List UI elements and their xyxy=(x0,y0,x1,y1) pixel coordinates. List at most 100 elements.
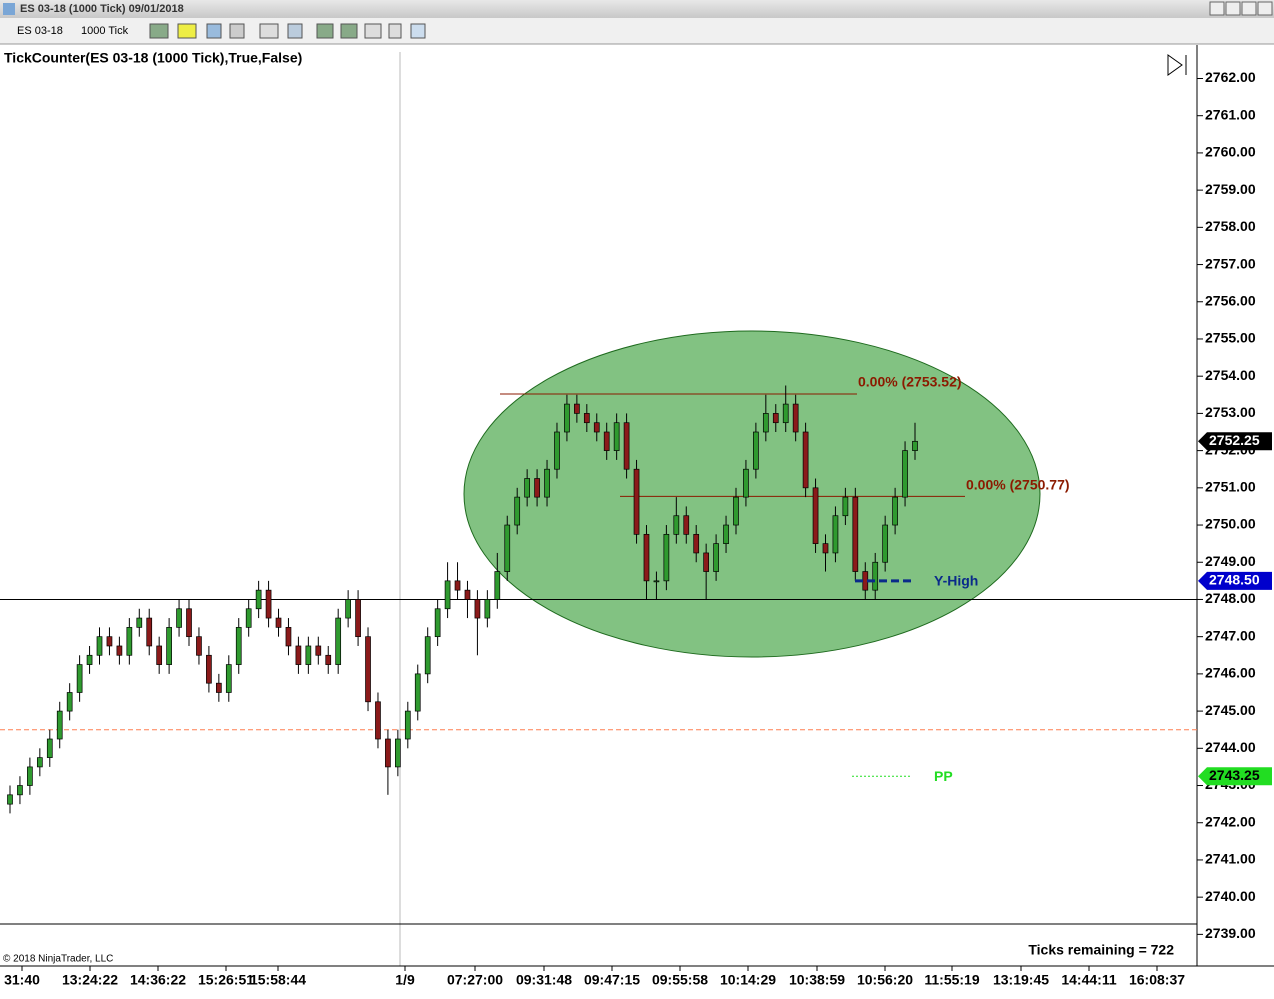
candle-body xyxy=(315,645,322,656)
y-tick-label: 2761.00 xyxy=(1205,106,1256,122)
search-button[interactable] xyxy=(287,23,303,39)
candle-body xyxy=(285,627,292,647)
candle-body xyxy=(772,413,779,424)
candle-body xyxy=(673,515,680,535)
y-tick-label: 2740.00 xyxy=(1205,888,1256,904)
price-marker-label: 2748.50 xyxy=(1209,572,1260,588)
x-tick-label: 09:47:15 xyxy=(584,972,640,988)
properties-button[interactable] xyxy=(388,23,402,39)
y-tick-label: 2757.00 xyxy=(1205,255,1256,271)
candle-body xyxy=(434,608,441,638)
x-tick-label: 15:26:51 xyxy=(198,972,254,988)
window-buttons[interactable] xyxy=(1209,1,1273,16)
candle-body xyxy=(255,589,262,610)
level-label: PP xyxy=(934,768,953,784)
candle-body xyxy=(385,738,391,768)
title-bar xyxy=(0,0,1274,18)
candle-body xyxy=(56,710,63,740)
ticks-remaining: Ticks remaining = 722 xyxy=(1028,942,1174,958)
x-tick-label: 15:58:44 xyxy=(250,972,306,988)
minimize-button[interactable] xyxy=(1225,1,1241,16)
candle-body xyxy=(792,403,799,433)
zoom-button[interactable] xyxy=(206,23,222,39)
x-tick-label: 10:38:59 xyxy=(789,972,845,988)
candle-body xyxy=(693,533,700,554)
candle-body xyxy=(623,422,630,470)
strategy-button[interactable] xyxy=(316,23,334,39)
candle-body xyxy=(365,636,371,703)
candle-body xyxy=(136,617,143,628)
interval-dropdown[interactable]: 1000 Tick xyxy=(81,25,129,37)
candle-body xyxy=(812,487,819,544)
price-marker xyxy=(1198,432,1272,451)
y-tick-label: 2739.00 xyxy=(1205,925,1256,941)
toolbar-icons[interactable] xyxy=(149,23,426,39)
fib-label: 0.00% (2750.77) xyxy=(966,477,1070,493)
candle-body xyxy=(265,589,272,619)
y-tick-label: 2753.00 xyxy=(1205,404,1256,420)
candle-body xyxy=(663,533,670,582)
candle-body xyxy=(27,766,33,786)
candle-body xyxy=(653,580,660,583)
draw-button[interactable] xyxy=(177,23,197,39)
candle-body xyxy=(892,496,898,526)
price-marker-label: 2752.25 xyxy=(1209,432,1260,448)
scroll-end-button[interactable] xyxy=(1167,54,1187,76)
candle-body xyxy=(36,757,43,768)
y-tick-label: 2748.00 xyxy=(1205,590,1256,606)
candle-body xyxy=(534,478,540,498)
y-tick-label: 2760.00 xyxy=(1205,144,1256,160)
candle-body xyxy=(872,561,879,591)
candle-body xyxy=(524,478,530,498)
data-box-button[interactable] xyxy=(364,23,382,39)
candle-body xyxy=(613,422,620,451)
maximize-button[interactable] xyxy=(1241,1,1257,16)
candle-body xyxy=(17,785,23,796)
candle-body xyxy=(116,645,123,656)
candle-body xyxy=(305,645,312,665)
candle-body xyxy=(106,636,113,647)
y-tick-label: 2742.00 xyxy=(1205,813,1256,829)
candle-body xyxy=(206,654,212,684)
template-button[interactable] xyxy=(410,23,426,39)
candle-body xyxy=(245,608,252,628)
candle-body xyxy=(355,599,361,638)
candles xyxy=(7,385,918,814)
candle-body xyxy=(474,599,481,619)
candle-body xyxy=(832,515,839,554)
x-tick-label: 16:08:37 xyxy=(1129,972,1185,988)
candle-body xyxy=(494,571,501,600)
indicator-button[interactable] xyxy=(340,23,358,39)
candle-body xyxy=(762,413,769,433)
candle-body xyxy=(146,617,153,647)
y-tick-label: 2747.00 xyxy=(1205,627,1256,643)
y-tick-label: 2741.00 xyxy=(1205,851,1256,867)
y-tick-label: 2762.00 xyxy=(1205,69,1256,85)
candle-body xyxy=(186,608,192,638)
candle-body xyxy=(902,450,908,498)
x-tick-label: 14:44:11 xyxy=(1061,972,1116,988)
chart-style-button[interactable] xyxy=(149,23,169,39)
candle-body xyxy=(46,738,53,758)
y-tick-label: 2756.00 xyxy=(1205,292,1256,308)
candle-body xyxy=(782,403,789,424)
y-tick-label: 2759.00 xyxy=(1205,181,1256,197)
y-tick-label: 2758.00 xyxy=(1205,218,1256,234)
candle-body xyxy=(176,608,182,628)
candle-body xyxy=(583,413,590,424)
instrument-dropdown[interactable]: ES 03-18 xyxy=(17,25,63,37)
candle-body xyxy=(275,617,282,628)
cursor-button[interactable] xyxy=(259,23,279,39)
y-tick-label: 2750.00 xyxy=(1205,516,1256,532)
close-button[interactable] xyxy=(1257,1,1273,16)
candle-body xyxy=(395,738,401,768)
candle-body xyxy=(325,654,332,665)
minimize-button[interactable] xyxy=(1209,1,1225,16)
x-tick-label: 10:56:20 xyxy=(857,972,913,988)
candle-body xyxy=(225,664,232,693)
y-tick-label: 2755.00 xyxy=(1205,330,1256,346)
candle-body xyxy=(76,664,83,693)
zoom-out-button[interactable] xyxy=(229,23,245,39)
candle-body xyxy=(683,515,690,535)
candle-body xyxy=(504,524,511,572)
